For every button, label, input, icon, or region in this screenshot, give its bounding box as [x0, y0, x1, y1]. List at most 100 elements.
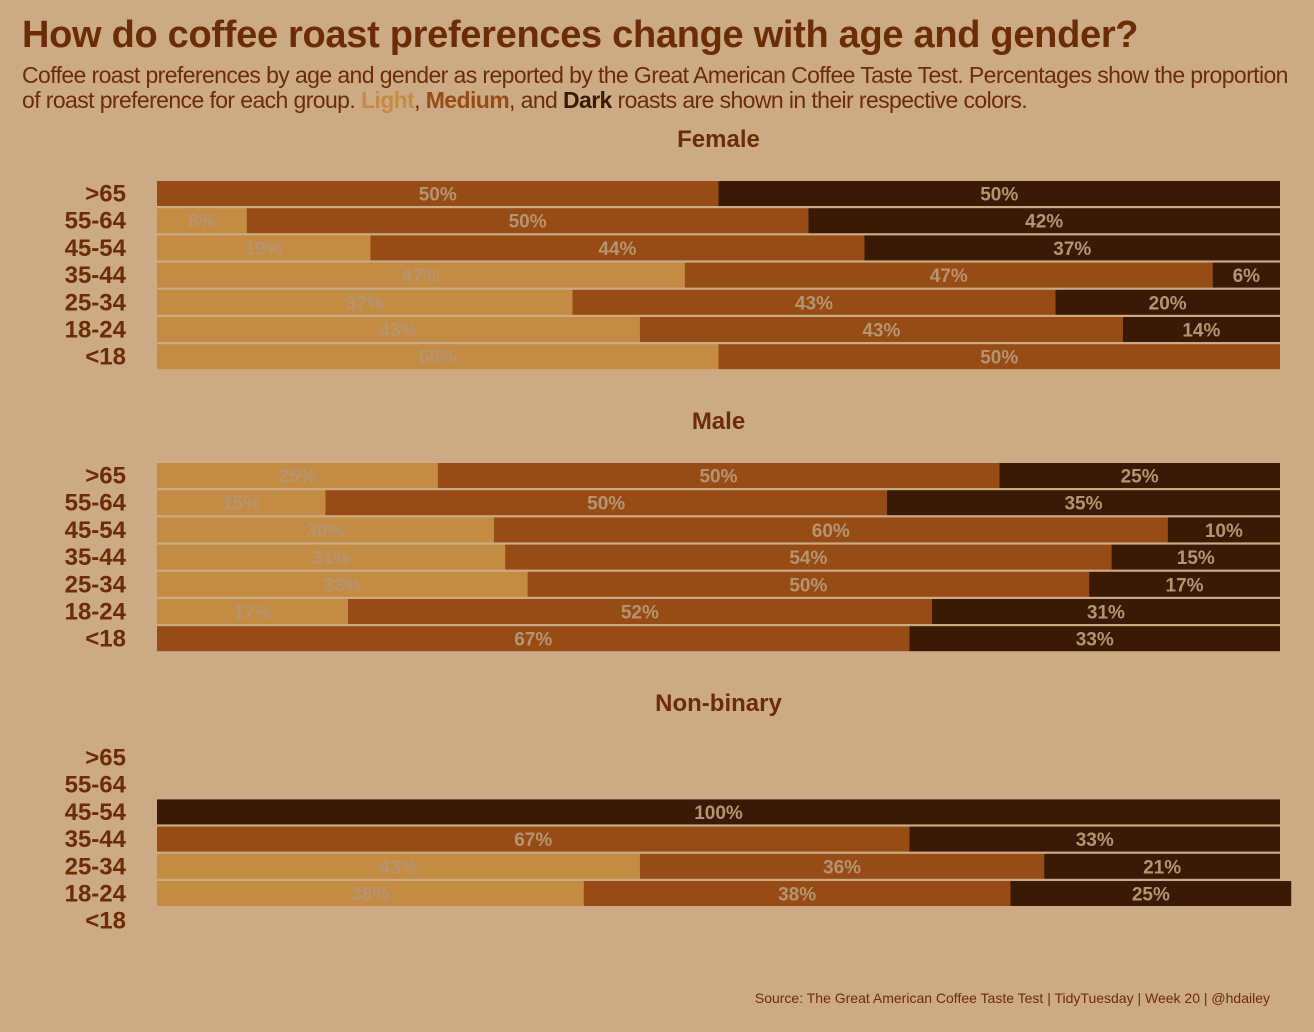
age-label-male-45-54: 45-54 — [65, 517, 127, 544]
pct-label-male-35-44-medium: 54% — [789, 548, 827, 569]
pct-label-male-55-64-dark: 35% — [1064, 494, 1102, 515]
pct-label-female-18-24-medium: 43% — [862, 321, 900, 342]
bar-non-binary-18-24-dark — [1010, 881, 1292, 906]
bar-male-35-44-light — [157, 544, 506, 570]
pct-label-male-over-65-medium: 50% — [699, 467, 737, 488]
age-label-female-over-65: >65 — [85, 181, 126, 208]
pct-label-non-binary-35-44-dark: 33% — [1076, 830, 1114, 851]
pct-label-female-55-64-light: 8% — [188, 212, 216, 233]
age-label-non-binary-55-64: 55-64 — [65, 772, 127, 799]
bar-non-binary-45-54-dark — [157, 799, 1280, 825]
bar-male-25-34-dark — [1089, 571, 1280, 597]
pct-label-male-55-64-light: 15% — [222, 494, 260, 515]
age-label-non-binary-18-24: 18-24 — [65, 881, 127, 908]
bar-female-45-54-dark — [864, 235, 1280, 261]
bar-male-45-54-light — [157, 517, 494, 543]
pct-label-female-35-44-medium: 47% — [930, 266, 968, 287]
source-caption: Source: The Great American Coffee Taste … — [754, 990, 1270, 1006]
pct-label-non-binary-25-34-dark: 21% — [1143, 857, 1181, 878]
age-label-female-45-54: 45-54 — [65, 235, 127, 262]
bar-male-35-44-dark — [1111, 544, 1280, 570]
pct-label-male-25-34-dark: 17% — [1166, 575, 1204, 596]
pct-label-female-25-34-light: 37% — [346, 293, 384, 314]
bar-non-binary-25-34-medium — [639, 853, 1045, 879]
age-label-male-over-65: >65 — [85, 463, 126, 490]
pct-label-male-35-44-dark: 15% — [1177, 548, 1215, 569]
pct-label-female-18-24-dark: 14% — [1182, 321, 1220, 342]
pct-label-non-binary-25-34-medium: 36% — [823, 857, 861, 878]
pct-label-male-55-64-medium: 50% — [587, 494, 625, 515]
pct-label-female-45-54-light: 19% — [245, 239, 283, 260]
pct-label-male-45-54-medium: 60% — [812, 521, 850, 542]
facet-title-non-binary: Non-binary — [655, 690, 782, 717]
subtitle-text-end: roasts are shown in their respective col… — [611, 87, 1028, 113]
chart-subtitle: Coffee roast preferences by age and gend… — [22, 63, 1307, 113]
bar-male-18-24-medium — [347, 599, 932, 624]
pct-label-female-45-54-medium: 44% — [598, 239, 636, 260]
bar-non-binary-25-34-dark — [1044, 853, 1280, 879]
pct-label-male-25-34-light: 33% — [323, 575, 361, 596]
bar-non-binary-18-24-light — [157, 881, 584, 906]
age-label-non-binary-25-34: 25-34 — [65, 853, 127, 880]
bar-female-over-65-medium — [157, 181, 719, 206]
age-label-non-binary-45-54: 45-54 — [65, 799, 127, 826]
age-label-male-25-34: 25-34 — [65, 571, 127, 598]
pct-label-non-binary-18-24-dark: 25% — [1132, 885, 1170, 906]
bar-female-25-34-light — [157, 289, 573, 315]
pct-label-male-45-54-dark: 10% — [1205, 521, 1243, 542]
subtitle-sep-1: , — [414, 87, 426, 113]
bar-non-binary-18-24-medium — [583, 881, 1011, 906]
pct-label-female-over-65-dark: 50% — [980, 185, 1018, 206]
bar-female-45-54-medium — [370, 235, 865, 261]
pct-label-female-55-64-dark: 42% — [1025, 212, 1063, 233]
bar-male-over-65-light — [157, 463, 438, 488]
age-label-non-binary-over-65: >65 — [85, 745, 126, 772]
bar-male-under-18-medium — [157, 626, 910, 652]
age-label-male-18-24: 18-24 — [65, 599, 127, 626]
age-label-non-binary-35-44: 35-44 — [65, 826, 127, 853]
chart-title: How do coffee roast preferences change w… — [22, 14, 1139, 56]
bar-female-18-24-light — [157, 317, 640, 342]
bar-female-55-64-medium — [246, 208, 809, 234]
subtitle-sep-2: , and — [509, 87, 563, 113]
bar-female-55-64-light — [157, 208, 247, 234]
bar-female-35-44-light — [157, 262, 685, 288]
pct-label-male-18-24-dark: 31% — [1087, 603, 1125, 624]
bar-female-25-34-dark — [1055, 289, 1280, 315]
pct-label-non-binary-18-24-medium: 38% — [778, 885, 816, 906]
bar-male-55-64-light — [157, 490, 326, 516]
pct-label-male-over-65-dark: 25% — [1121, 467, 1159, 488]
pct-label-female-35-44-dark: 6% — [1233, 266, 1261, 287]
pct-label-female-45-54-dark: 37% — [1053, 239, 1091, 260]
bar-female-55-64-dark — [808, 208, 1280, 234]
bar-female-under-18-light — [157, 344, 719, 370]
bar-non-binary-25-34-light — [157, 853, 640, 879]
subtitle-medium-legend: Medium — [425, 87, 510, 113]
bar-male-45-54-dark — [1167, 517, 1280, 543]
bar-male-under-18-dark — [909, 626, 1280, 652]
pct-label-male-35-44-light: 31% — [312, 548, 350, 569]
bar-male-over-65-medium — [437, 463, 1000, 488]
age-label-male-35-44: 35-44 — [65, 544, 127, 571]
pct-label-male-under-18-medium: 67% — [514, 630, 552, 651]
facet-title-male: Male — [692, 408, 745, 435]
pct-label-female-over-65-medium: 50% — [419, 185, 457, 206]
pct-label-female-18-24-light: 43% — [379, 321, 417, 342]
pct-label-male-18-24-light: 17% — [233, 603, 271, 624]
pct-label-non-binary-35-44-medium: 67% — [514, 830, 552, 851]
subtitle-text-start: Coffee roast preferences by age and gend… — [22, 62, 1288, 113]
pct-label-female-35-44-light: 47% — [402, 266, 440, 287]
bar-non-binary-35-44-medium — [157, 826, 910, 852]
bar-male-35-44-medium — [505, 544, 1112, 570]
bar-male-25-34-medium — [527, 571, 1090, 597]
bar-female-over-65-dark — [718, 181, 1280, 206]
subtitle-dark-legend: Dark — [563, 87, 612, 113]
subtitle-light-legend: Light — [360, 87, 415, 113]
pct-label-female-25-34-medium: 43% — [795, 293, 833, 314]
bar-non-binary-35-44-dark — [909, 826, 1280, 852]
age-label-male-55-64: 55-64 — [65, 490, 127, 517]
bar-female-25-34-medium — [572, 289, 1056, 315]
bar-male-over-65-dark — [999, 463, 1280, 488]
pct-label-female-under-18-light: 50% — [419, 348, 457, 369]
bar-male-45-54-medium — [493, 517, 1168, 543]
